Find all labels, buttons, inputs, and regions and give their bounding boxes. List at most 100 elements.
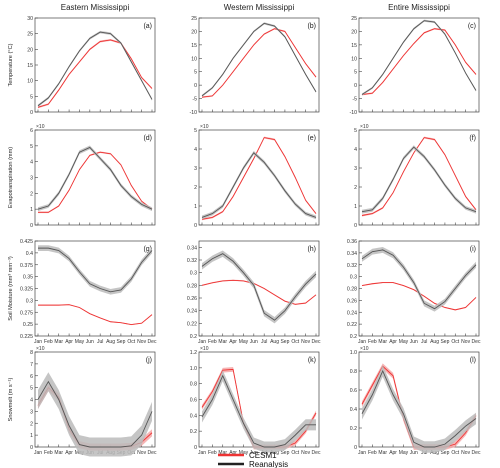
y-tick-label: 4 (30, 160, 33, 166)
series-band (362, 246, 476, 312)
y-tick-label: 0.32 (187, 258, 197, 264)
y-tick-label: -5 (192, 97, 197, 103)
panel-d: 0 1 2 3 4 5 6×10 Evapotranspiration (mm) (d) (8, 124, 156, 229)
y-tick-label: -10 (190, 110, 198, 116)
plot-frame (34, 129, 156, 226)
y-tick-label: 6 (30, 128, 33, 134)
x-tick-label: Oct (451, 339, 459, 345)
x-tick-label: Apr (65, 339, 73, 345)
x-tick-label: May (239, 450, 249, 456)
y-tick-label: 0.325 (20, 287, 33, 293)
series-line-reanalysis (201, 253, 317, 321)
y-tick-label: 25 (191, 16, 197, 22)
x-tick-label: Mar (218, 450, 227, 456)
x-tick-label: Mar (378, 450, 387, 456)
x-tick-label: Mar (54, 450, 63, 456)
x-tick-label: Sep (440, 339, 449, 345)
axis-exponent: ×10 (36, 124, 45, 130)
panel-g: 0.225 0.25 0.275 0.3 0.325 0.35 0.375 0.4 0.425 J… (8, 239, 157, 345)
y-tick-label: 0.28 (187, 283, 197, 289)
y-tick-label: 0.2 (350, 334, 357, 340)
x-tick-label: Sep (280, 450, 289, 456)
x-tick-label: Apr (65, 450, 73, 456)
x-tick-label: Aug (430, 450, 439, 456)
x-tick-label: Jan (358, 339, 366, 345)
series-line-reanalysis (37, 146, 153, 210)
x-tick-label: Mar (378, 339, 387, 345)
series-band (362, 19, 476, 96)
y-tick-label: 15 (27, 63, 33, 69)
x-tick-label: May (399, 450, 409, 456)
x-tick-label: Aug (430, 339, 439, 345)
y-tick-label: 10 (351, 56, 357, 62)
x-tick-label: Apr (389, 450, 397, 456)
x-tick-label: Jun (410, 450, 418, 456)
y-tick-label: 0.26 (347, 298, 357, 304)
y-tick-label: 0.4 (26, 251, 33, 257)
axis-exponent: ×10 (200, 124, 209, 130)
panel-label: (b) (307, 23, 316, 30)
x-tick-label: Dec (472, 339, 481, 345)
series-line-reanalysis (201, 374, 316, 448)
y-tick-label: 0 (30, 223, 33, 229)
y-tick-label: 0 (354, 223, 357, 229)
y-tick-label: 3 (30, 409, 33, 415)
panel-label: (l) (470, 357, 476, 364)
y-tick-label: 1.0 (350, 350, 357, 356)
y-tick-label: 4 (354, 147, 357, 153)
legend-label: Reanalysis (249, 460, 288, 468)
y-tick-label: 0 (194, 445, 197, 451)
y-tick-label: 0.2 (190, 429, 197, 435)
y-tick-label: 0.35 (23, 275, 33, 281)
series-band (38, 38, 152, 109)
x-tick-label: Oct (127, 339, 135, 345)
y-tick-label: -10 (350, 110, 358, 116)
x-tick-label: Jun (250, 450, 258, 456)
x-tick-label: Dec (148, 450, 157, 456)
y-tick-label: 0.4 (350, 407, 357, 413)
panel-label: (j) (146, 357, 152, 364)
x-tick-label: Jul (261, 339, 267, 345)
panel-f: 0 1 2 3 4 5×10 (f) (354, 124, 480, 229)
plot-frame (198, 240, 320, 337)
y-tick-label: 5 (354, 70, 357, 76)
x-tick-label: Feb (368, 339, 377, 345)
series-line-cesm1 (38, 151, 153, 213)
y-tick-label: 0.32 (347, 263, 357, 269)
x-tick-label: May (75, 339, 85, 345)
y-tick-label: 0 (30, 110, 33, 116)
x-tick-label: Dec (312, 339, 321, 345)
plot-frame (358, 17, 480, 113)
y-tick-label: 15 (191, 43, 197, 49)
y-tick-label: 0.25 (23, 322, 33, 328)
y-tick-label: 25 (27, 32, 33, 38)
panel-label: (c) (468, 23, 476, 30)
y-tick-label: 0.2 (350, 426, 357, 432)
panel-label: (h) (307, 246, 316, 253)
y-tick-label: 5 (30, 386, 33, 392)
y-tick-label: 0.3 (350, 275, 357, 281)
x-tick-label: Nov (301, 450, 310, 456)
y-tick-label: 25 (351, 16, 357, 22)
plot-frame (198, 129, 320, 226)
panel-i: 0.2 0.22 0.24 0.26 0.28 0.3 0.32 0.34 0.36 Jan Feb… (347, 239, 481, 345)
panel-l: 0 0.2 0.4 0.6 0.8 1.0 Jan Feb Mar Apr May Jun Jul Aug… (350, 346, 481, 456)
y-tick-label: 0.375 (20, 263, 33, 269)
series-band (38, 372, 152, 457)
panel-j: 012345678JanFebMarAprMayJunJulAugSepOctN… (8, 346, 157, 457)
y-tick-label: 10 (191, 56, 197, 62)
x-tick-label: Apr (389, 339, 397, 345)
y-tick-label: 2 (30, 421, 33, 427)
y-tick-label: 8 (30, 350, 33, 356)
y-axis-label: Evapotranspiration (mm) (8, 147, 14, 208)
x-tick-label: Jan (34, 450, 42, 456)
x-tick-label: Nov (461, 339, 470, 345)
y-tick-label: 0.425 (20, 239, 33, 245)
series-band (202, 370, 316, 453)
y-axis-label: Soil Moisture (mm³ mm⁻³) (8, 256, 14, 321)
x-tick-label: Dec (148, 339, 157, 345)
x-tick-label: Nov (301, 339, 310, 345)
y-tick-label: 0.4 (190, 413, 197, 419)
y-tick-label: 2 (194, 185, 197, 191)
